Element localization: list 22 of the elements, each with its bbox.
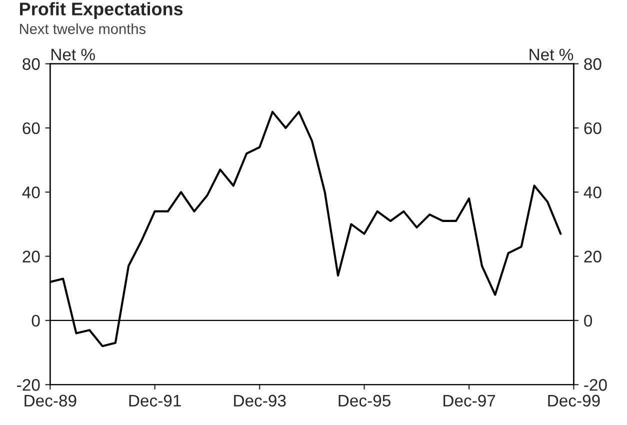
chart-subtitle: Next twelve months	[20, 23, 146, 34]
y-tick-label: -20	[17, 379, 40, 391]
y-tick-label: 0	[32, 314, 40, 327]
y2-tick-label: 60	[584, 122, 602, 134]
y2-tick-label: 80	[584, 58, 602, 70]
x-tick-label: Dec-91	[129, 394, 181, 407]
y-tick-label: 80	[22, 58, 40, 70]
x-tick-label: Dec-93	[234, 394, 286, 407]
x-tick-label: Dec-89	[24, 394, 76, 407]
y-axis-title: Net %	[52, 48, 95, 60]
x-tick-label: Dec-99	[548, 394, 600, 407]
y-tick-label: 20	[22, 250, 40, 262]
y2-tick-label: 20	[584, 250, 602, 262]
x-tick-label: Dec-95	[338, 394, 390, 407]
y2-tick-label: 40	[584, 186, 602, 198]
x-tick-label: Dec-97	[444, 394, 496, 407]
y2-tick-label: -20	[584, 379, 607, 391]
y-tick-label: 60	[22, 122, 40, 134]
y2-axis-title: Net %	[530, 48, 574, 60]
chart-title: Profit Expectations	[20, 2, 183, 19]
y-tick-label: 40	[22, 186, 40, 198]
y2-tick-label: 0	[584, 314, 592, 327]
